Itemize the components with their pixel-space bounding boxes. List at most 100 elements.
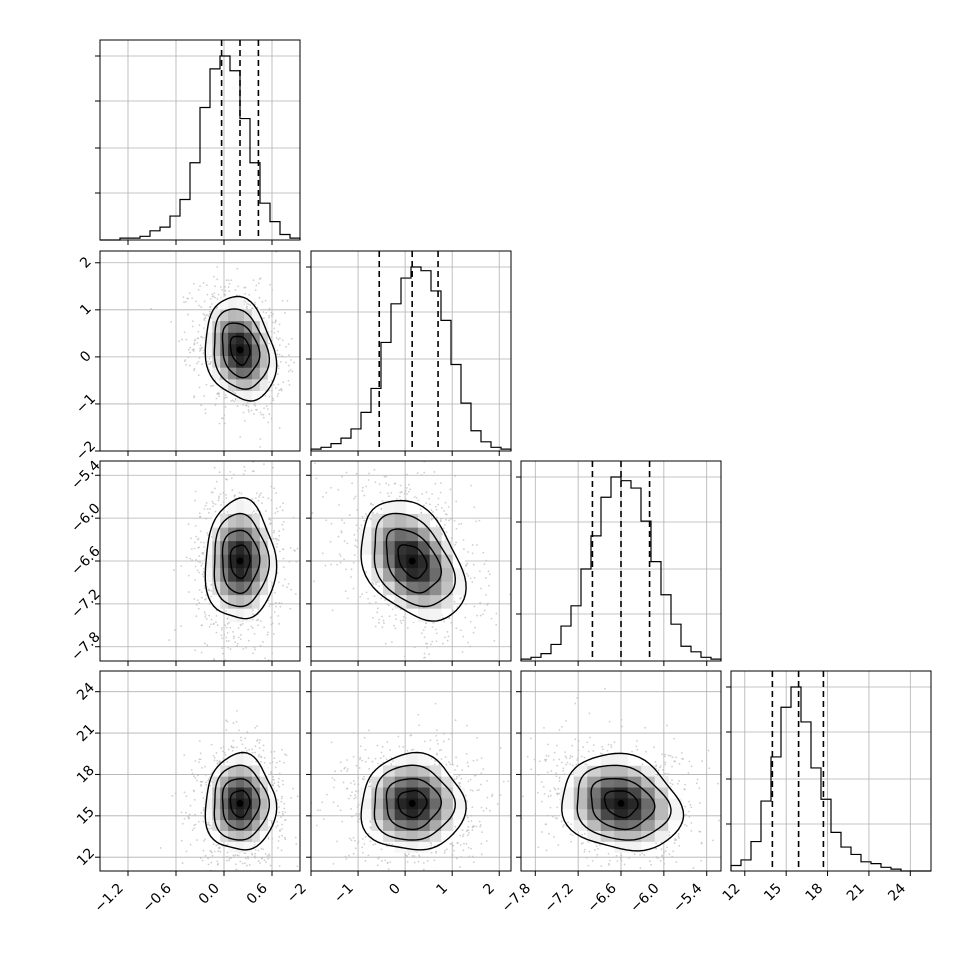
sample-point bbox=[465, 603, 467, 606]
density-cell bbox=[228, 554, 237, 569]
contour-line bbox=[360, 499, 467, 622]
sample-point bbox=[207, 857, 209, 860]
sample-point bbox=[243, 420, 246, 422]
sample-point bbox=[255, 878, 257, 880]
sample-point bbox=[404, 490, 407, 492]
sample-point bbox=[232, 854, 235, 857]
sample-point bbox=[204, 854, 207, 857]
sample-point bbox=[277, 383, 280, 386]
sample-point bbox=[201, 780, 204, 783]
sample-point bbox=[187, 574, 190, 577]
sample-point bbox=[387, 492, 389, 495]
sample-point bbox=[275, 605, 277, 608]
tick-label-x: 21 bbox=[844, 881, 868, 905]
sample-point bbox=[262, 848, 265, 851]
sample-point bbox=[376, 744, 379, 747]
sample-point bbox=[227, 279, 230, 282]
sample-point bbox=[348, 453, 350, 455]
sample-point bbox=[220, 634, 223, 637]
panel-border bbox=[99, 39, 301, 241]
sample-point bbox=[473, 506, 476, 509]
sample-point bbox=[455, 777, 458, 780]
density-cell bbox=[204, 787, 213, 799]
sample-point bbox=[257, 618, 260, 621]
sample-point bbox=[198, 386, 201, 389]
sample-point bbox=[293, 549, 296, 552]
sample-point bbox=[354, 544, 357, 547]
density-cell bbox=[251, 390, 261, 403]
sample-point bbox=[213, 756, 216, 759]
sample-point bbox=[223, 634, 226, 636]
sample-point bbox=[195, 300, 197, 303]
sample-point bbox=[278, 622, 281, 625]
sample-point bbox=[374, 581, 377, 584]
density-cell bbox=[228, 513, 237, 528]
density-cell bbox=[236, 808, 245, 821]
density-cell bbox=[228, 367, 237, 380]
sample-point bbox=[206, 508, 209, 511]
density-peak bbox=[236, 799, 244, 807]
sample-point bbox=[197, 820, 200, 823]
sample-point bbox=[240, 872, 242, 874]
sample-point bbox=[434, 482, 437, 485]
sample-point bbox=[259, 644, 262, 647]
sample-point bbox=[224, 285, 226, 288]
contour-line bbox=[229, 544, 251, 580]
sample-point bbox=[329, 540, 332, 543]
sample-point bbox=[232, 630, 234, 633]
sample-point bbox=[343, 540, 346, 543]
sample-point bbox=[205, 784, 208, 786]
sample-point bbox=[275, 507, 278, 510]
panel-border bbox=[99, 250, 301, 452]
sample-point bbox=[235, 720, 238, 723]
sample-point bbox=[375, 583, 377, 586]
sample-point bbox=[187, 297, 190, 300]
sample-point bbox=[232, 746, 235, 749]
sample-point bbox=[236, 642, 239, 645]
sample-point bbox=[196, 341, 199, 344]
density-cell bbox=[243, 320, 253, 333]
sample-point bbox=[361, 516, 364, 518]
sample-point bbox=[237, 285, 240, 288]
sample-point bbox=[242, 647, 245, 650]
sample-point bbox=[261, 300, 264, 303]
sample-point bbox=[208, 357, 211, 360]
sample-point bbox=[285, 668, 287, 670]
sample-point bbox=[210, 827, 213, 830]
sample-point bbox=[277, 840, 280, 842]
sample-point bbox=[253, 632, 256, 635]
sample-point bbox=[193, 342, 196, 345]
sample-point bbox=[206, 360, 209, 363]
sample-point bbox=[220, 504, 223, 506]
sample-point bbox=[367, 854, 370, 857]
sample-point bbox=[282, 502, 285, 505]
sample-point bbox=[222, 417, 225, 420]
sample-point bbox=[228, 857, 231, 860]
sample-point bbox=[280, 389, 283, 392]
sample-point bbox=[248, 293, 251, 296]
sample-point bbox=[400, 491, 403, 493]
sample-point bbox=[235, 880, 237, 882]
sample-point bbox=[212, 754, 215, 757]
sample-point bbox=[230, 857, 233, 859]
sample-point bbox=[398, 495, 401, 498]
sample-point bbox=[272, 775, 275, 778]
sample-point bbox=[385, 482, 388, 485]
sample-point bbox=[191, 320, 194, 323]
sample-point bbox=[243, 286, 246, 289]
density-cell bbox=[243, 513, 253, 528]
sample-point bbox=[371, 581, 374, 584]
sample-point bbox=[425, 642, 427, 645]
sample-point bbox=[204, 412, 207, 415]
sample-point bbox=[268, 309, 271, 311]
sample-point bbox=[203, 300, 206, 303]
sample-point bbox=[341, 475, 343, 478]
sample-point bbox=[227, 640, 230, 642]
sample-point bbox=[180, 625, 182, 628]
sample-point bbox=[376, 611, 379, 614]
sample-point bbox=[195, 779, 198, 782]
density-cell bbox=[212, 309, 221, 322]
sample-point bbox=[270, 336, 273, 339]
sample-point bbox=[321, 552, 324, 555]
density-cell bbox=[220, 819, 229, 831]
